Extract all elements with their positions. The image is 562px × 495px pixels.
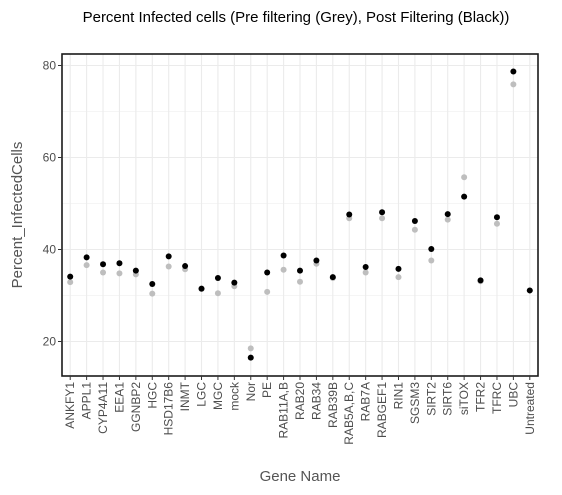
x-tick-label: RAB34 [309,382,323,420]
grid [62,54,538,376]
point-pre-filter [379,215,386,222]
x-tick-label: GGNBP2 [129,382,143,432]
point-post-filter [461,193,468,200]
point-post-filter [264,269,271,276]
point-pre-filter [493,220,500,227]
point-post-filter [411,217,418,224]
x-tick-label: HSD17B6 [162,382,176,436]
point-pre-filter [247,345,254,352]
x-tick-label: RAB39B [326,382,340,428]
x-tick-label: TFR2 [474,382,488,412]
point-post-filter [379,209,386,216]
point-post-filter [132,267,139,274]
x-tick-label: ANKFY1 [63,382,77,429]
x-tick-label: RAB5A,B,C [342,382,356,445]
point-post-filter [231,279,238,286]
point-pre-filter [116,270,123,277]
point-pre-filter [395,274,402,281]
x-tick-label: RAB7A [359,382,373,421]
point-pre-filter [362,269,369,276]
point-pre-filter [100,269,107,276]
y-axis: 20 40 60 80 [43,59,62,349]
y-tick-label: 40 [43,243,57,257]
point-post-filter [329,274,336,281]
point-pre-filter [428,257,435,264]
point-post-filter [149,281,156,287]
point-pre-filter [411,226,418,233]
point-pre-filter [149,290,156,297]
x-axis-title: Gene Name [260,468,341,485]
x-axis: ANKFY1 APPL1 CYP4A11 EEA1 GGNBP2 HGC HSD17B6 IN… [63,376,537,445]
point-post-filter [313,257,320,264]
x-tick-label: SIRT2 [424,382,438,416]
point-post-filter [83,254,90,261]
chart-title: Percent Infected cells (Pre filtering (G… [83,9,510,26]
x-tick-label: mock [227,381,241,411]
point-post-filter [362,263,369,270]
x-tick-label: LGC [195,382,209,407]
point-post-filter [67,273,74,280]
point-post-filter [346,211,353,218]
y-axis-title: Percent_InfectedCells [9,142,26,289]
x-tick-label: RAB11A,B [277,382,291,438]
point-post-filter [444,211,451,218]
point-post-filter [165,253,172,260]
post-filter-points [67,68,533,361]
point-pre-filter [165,263,172,270]
point-pre-filter [214,290,221,297]
x-tick-label: Untreated [523,382,537,435]
x-tick-label: RABGEF1 [375,382,389,438]
point-post-filter [510,68,517,75]
y-tick-label: 80 [43,59,57,73]
point-post-filter [395,265,402,272]
x-tick-label: RAB20 [293,382,307,420]
point-post-filter [280,252,287,259]
x-tick-label: EEA1 [112,382,126,413]
x-tick-label: SIRT6 [441,382,455,416]
x-tick-label: UBC [506,382,520,408]
x-tick-label: MGC [211,382,225,410]
point-pre-filter [444,216,451,223]
point-pre-filter [83,262,90,269]
x-tick-label: INMT [178,381,192,411]
point-post-filter [477,277,484,284]
point-post-filter [198,285,205,292]
point-pre-filter [280,266,287,273]
y-tick-label: 60 [43,151,57,165]
x-tick-label: APPL1 [80,382,94,420]
point-pre-filter [297,278,303,285]
point-post-filter [100,261,107,268]
point-post-filter [493,214,500,221]
point-post-filter [428,246,435,253]
point-post-filter [526,287,533,294]
x-tick-label: Nor [244,382,258,401]
point-post-filter [182,263,189,270]
x-tick-label: SGSM3 [408,382,422,424]
x-tick-label: HGC [145,382,159,409]
point-post-filter [116,260,123,267]
x-tick-label: RIN1 [391,382,405,410]
x-tick-label: PE [260,382,274,398]
point-post-filter [247,354,254,361]
point-post-filter [297,267,303,274]
point-pre-filter [510,81,517,88]
x-tick-label: siTOX [457,382,471,415]
point-post-filter [214,275,221,282]
x-tick-label: TFRC [490,382,504,414]
point-pre-filter [461,174,468,181]
point-pre-filter [264,288,271,295]
x-tick-label: CYP4A11 [96,382,110,434]
y-tick-label: 20 [43,335,57,349]
point-pre-filter [67,279,74,286]
